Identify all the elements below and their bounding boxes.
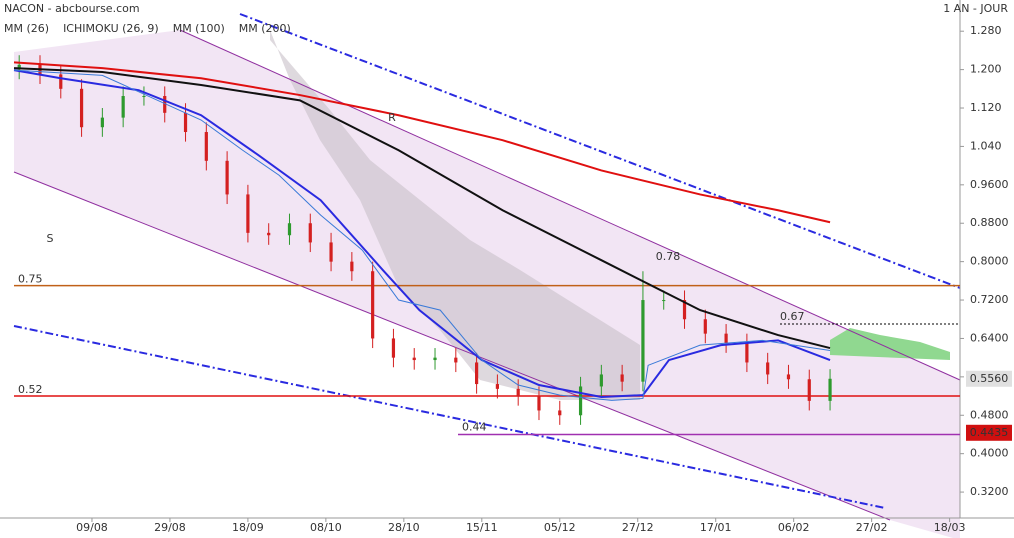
candle-body bbox=[558, 410, 562, 416]
ichimoku-cloud bbox=[270, 30, 640, 400]
candle-body bbox=[599, 374, 603, 387]
channel-lower bbox=[13, 171, 891, 521]
candle-body bbox=[100, 117, 104, 128]
y-tick-label: 0.9600 bbox=[970, 178, 1009, 191]
candle-body bbox=[204, 132, 208, 161]
y-tick-label: 0.4800 bbox=[970, 408, 1009, 421]
x-tick-label: 27/02 bbox=[856, 521, 888, 534]
candle-body bbox=[537, 396, 541, 411]
price-box bbox=[966, 370, 1012, 387]
x-tick-label: 15/11 bbox=[466, 521, 498, 534]
legend-entry: MM (26) bbox=[4, 22, 49, 35]
x-tick-label: 29/08 bbox=[154, 521, 186, 534]
y-tick-label: 1.200 bbox=[970, 63, 1002, 76]
candle-body bbox=[267, 232, 271, 236]
candle-body bbox=[329, 242, 333, 262]
price-box bbox=[966, 424, 1012, 441]
x-tick-label: 18/09 bbox=[232, 521, 264, 534]
candle-body bbox=[433, 357, 437, 361]
candle-body bbox=[495, 384, 499, 389]
y-tick-label: 1.280 bbox=[970, 24, 1002, 37]
candle-body bbox=[662, 300, 666, 302]
candle-body bbox=[620, 374, 624, 382]
candle-body bbox=[246, 194, 250, 233]
ichimoku-future-cloud bbox=[830, 328, 950, 360]
y-tick-label: 1.120 bbox=[970, 101, 1002, 114]
candle-body bbox=[225, 160, 229, 195]
x-tick-label: 18/03 bbox=[934, 521, 966, 534]
chart-subtitle: 1 AN - JOUR bbox=[943, 2, 1008, 15]
channel-upper bbox=[179, 29, 961, 381]
candle-body bbox=[412, 357, 416, 361]
candle-body bbox=[371, 271, 375, 339]
legend-entry: MM (200) bbox=[239, 22, 291, 35]
candle-body bbox=[724, 333, 728, 344]
candle-body bbox=[121, 96, 125, 118]
price-label: 0.4435 bbox=[970, 426, 1009, 439]
candle-body bbox=[79, 88, 84, 128]
series-line bbox=[13, 61, 831, 224]
y-tick-label: 0.8800 bbox=[970, 216, 1009, 229]
level-label: 0.44 bbox=[462, 420, 487, 433]
candle-body bbox=[454, 357, 458, 363]
candle-body bbox=[828, 378, 832, 401]
series-line bbox=[13, 67, 831, 350]
chart-title: NACON - abcbourse.com bbox=[4, 2, 140, 15]
candle-body bbox=[766, 362, 770, 375]
annotation: 0.78 bbox=[656, 250, 681, 263]
y-tick-label: 1.040 bbox=[970, 139, 1002, 152]
candle-body bbox=[807, 379, 811, 401]
y-tick-label: 0.3200 bbox=[970, 485, 1009, 498]
trend-upper bbox=[239, 13, 961, 289]
candle-body bbox=[682, 300, 687, 320]
x-tick-label: 17/01 bbox=[700, 521, 732, 534]
x-tick-label: 28/10 bbox=[388, 521, 420, 534]
candle-body bbox=[17, 64, 21, 70]
candle-body bbox=[641, 300, 645, 382]
level-label: 0.67 bbox=[780, 310, 805, 323]
candle-body bbox=[578, 386, 583, 416]
y-tick-label: 0.7200 bbox=[970, 293, 1009, 306]
candle-body bbox=[59, 74, 63, 89]
candle-body bbox=[287, 223, 292, 236]
candle-body bbox=[350, 261, 354, 272]
legend-entry: MM (100) bbox=[173, 22, 225, 35]
candle-body bbox=[142, 96, 146, 98]
series-line bbox=[13, 69, 831, 401]
candle-body bbox=[163, 96, 167, 113]
y-tick-label: 0.6400 bbox=[970, 331, 1009, 344]
y-tick-label: 0.4000 bbox=[970, 447, 1009, 460]
x-tick-label: 09/08 bbox=[76, 521, 108, 534]
level-label: 0.75 bbox=[18, 273, 43, 286]
candle-body bbox=[745, 343, 749, 363]
series-line bbox=[13, 69, 831, 399]
candle-body bbox=[703, 319, 707, 334]
candle-body bbox=[786, 374, 791, 380]
y-tick-label: 0.8000 bbox=[970, 255, 1009, 268]
candle-body bbox=[475, 362, 479, 385]
candle-body bbox=[308, 223, 312, 243]
candle-body bbox=[183, 112, 188, 133]
candle-body bbox=[516, 388, 520, 397]
candle-body bbox=[391, 338, 396, 358]
price-label: 0.5560 bbox=[970, 372, 1009, 385]
annotation: S bbox=[47, 232, 54, 245]
trend-lower bbox=[13, 325, 886, 509]
annotation: R bbox=[388, 111, 396, 124]
x-tick-label: 27/12 bbox=[622, 521, 654, 534]
x-tick-label: 08/10 bbox=[310, 521, 342, 534]
legend-entry: ICHIMOKU (26, 9) bbox=[63, 22, 159, 35]
x-tick-label: 05/12 bbox=[544, 521, 576, 534]
level-label: 0.52 bbox=[18, 383, 43, 396]
x-tick-label: 06/02 bbox=[778, 521, 810, 534]
